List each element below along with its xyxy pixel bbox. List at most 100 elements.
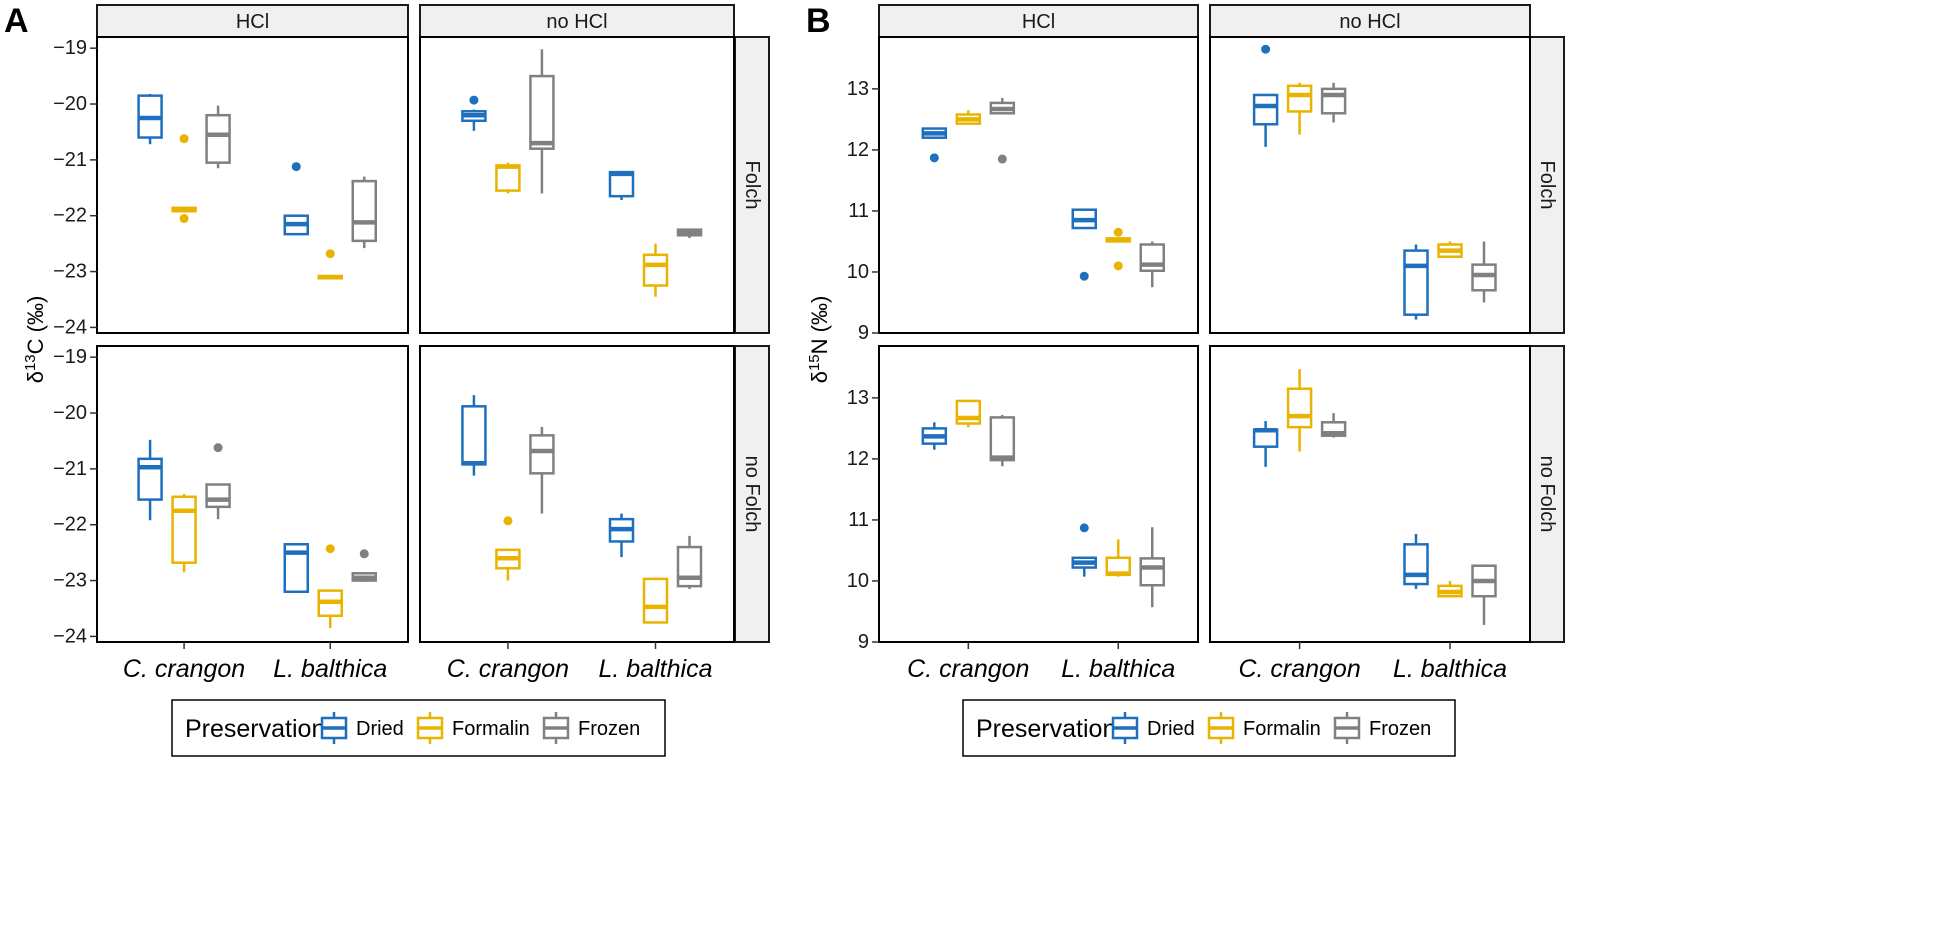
facet-panel	[878, 345, 1199, 643]
box-iqr	[283, 543, 309, 593]
y-tick-label: 13	[847, 387, 869, 409]
box-iqr	[989, 416, 1016, 462]
row-strip-label: Folch	[741, 161, 763, 210]
box-frozen	[989, 414, 1016, 467]
x-category-label: C. crangon	[447, 655, 569, 683]
legend: Preservation Dried Formalin Frozen	[171, 699, 666, 757]
column-strip	[878, 4, 1199, 38]
box-dried	[137, 439, 163, 521]
outlier-point	[929, 153, 939, 163]
column-strip	[96, 4, 409, 38]
legend-key-formalin: Formalin	[1207, 712, 1321, 744]
box-formalin	[317, 249, 343, 280]
box-formalin	[495, 516, 521, 581]
box-dried	[1071, 523, 1097, 577]
box-frozen	[1320, 82, 1347, 123]
box-formalin	[642, 243, 669, 297]
box-iqr	[205, 483, 231, 509]
box-formalin	[317, 544, 343, 629]
column-strip-label: no HCl	[1339, 11, 1400, 33]
y-axis-title: δ15N (‰)	[806, 296, 833, 384]
box-iqr	[529, 74, 555, 150]
y-axis-title: δ13C (‰)	[22, 296, 49, 384]
box-frozen	[205, 105, 231, 169]
box-iqr	[1286, 84, 1313, 113]
x-category-label: C. crangon	[123, 655, 245, 683]
box-frozen	[1471, 241, 1497, 303]
box-formalin	[1437, 580, 1463, 598]
box-frozen	[989, 98, 1016, 164]
legend-key-frozen: Frozen	[1333, 712, 1431, 744]
facet-panel	[419, 36, 735, 334]
legend-key-formalin: Formalin	[416, 712, 530, 744]
y-tick-label: −23	[53, 261, 87, 283]
y-tick-label: 13	[847, 78, 869, 100]
legend-title: Preservation	[185, 715, 325, 743]
box-formalin	[1105, 227, 1131, 271]
outlier-point	[997, 154, 1007, 164]
y-tick-label: −20	[53, 93, 87, 115]
box-iqr	[351, 179, 377, 243]
outlier-point	[1113, 227, 1123, 237]
box-dried	[608, 170, 635, 201]
outlier-point	[359, 549, 369, 559]
facet-panel	[419, 345, 735, 643]
y-tick-label: 9	[858, 631, 869, 653]
y-tick-label: 10	[847, 570, 869, 592]
facet-panel	[878, 36, 1199, 334]
x-category-label: L. balthica	[273, 655, 387, 683]
y-tick-label: −21	[53, 149, 87, 171]
row-strip	[734, 345, 770, 643]
box-dried	[461, 95, 487, 131]
box-iqr	[1139, 557, 1165, 587]
outlier-point	[1261, 44, 1271, 54]
outlier-point	[179, 134, 189, 144]
box-formalin	[495, 162, 521, 194]
box-frozen	[676, 228, 703, 239]
y-tick-label: −20	[53, 402, 87, 424]
box-iqr	[1403, 543, 1429, 586]
y-tick-label: 10	[847, 261, 869, 283]
box-frozen	[1139, 527, 1165, 608]
box-iqr	[1252, 93, 1279, 126]
box-dried	[137, 93, 163, 145]
legend-item-label: Formalin	[452, 718, 530, 740]
legend-key-dried: Dried	[1111, 712, 1195, 744]
outlier-point	[291, 162, 301, 172]
y-tick-label: 12	[847, 448, 869, 470]
y-tick-label: −24	[53, 316, 87, 338]
box-frozen	[1139, 241, 1165, 288]
x-category-label: C. crangon	[1238, 655, 1360, 683]
box-iqr	[171, 495, 197, 564]
panel-letter: B	[806, 2, 831, 40]
y-tick-label: 11	[848, 509, 869, 531]
row-strip	[1529, 36, 1565, 334]
legend-title: Preservation	[976, 715, 1116, 743]
box-formalin	[171, 494, 197, 573]
box-dried	[461, 395, 487, 476]
y-tick-label: 11	[848, 200, 869, 222]
column-strip-label: HCl	[1022, 11, 1055, 33]
outlier-point	[469, 95, 479, 105]
legend-key-dried: Dried	[320, 712, 404, 744]
box-frozen	[1471, 564, 1497, 625]
box-frozen	[529, 426, 555, 514]
legend-item-label: Dried	[1147, 718, 1195, 740]
box-frozen	[351, 549, 377, 582]
column-strip-label: HCl	[236, 11, 269, 33]
outlier-point	[325, 249, 335, 259]
y-tick-label: −22	[53, 205, 87, 227]
box-dried	[921, 422, 948, 450]
legend-item-label: Formalin	[1243, 718, 1321, 740]
box-formalin	[955, 110, 982, 125]
row-strip-label: no Folch	[741, 456, 763, 533]
box-formalin	[955, 399, 982, 428]
box-dried	[1252, 44, 1279, 147]
outlier-point	[1079, 523, 1089, 533]
box-iqr	[1403, 249, 1429, 316]
box-iqr	[1320, 87, 1347, 115]
box-iqr	[495, 164, 521, 192]
box-iqr	[461, 405, 487, 466]
y-tick-label: −19	[53, 37, 87, 59]
